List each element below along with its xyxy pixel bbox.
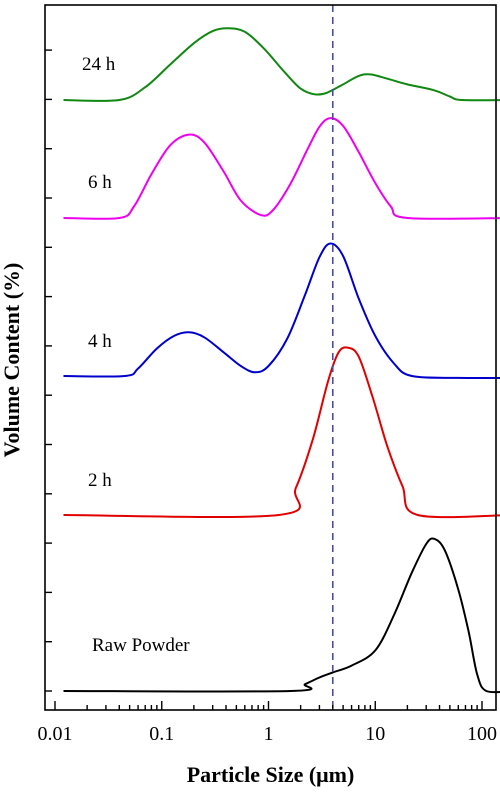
series-label-raw-powder: Raw Powder: [92, 635, 190, 656]
x-tick-label: 10: [365, 723, 385, 745]
series-line-6-h: [63, 117, 500, 220]
series-label-2-h: 2 h: [88, 470, 112, 491]
x-ticks: 0.01 0.1 1 10 100: [38, 701, 497, 745]
x-axis-title: Particle Size (μm): [187, 762, 355, 787]
x-tick-label: 0.01: [38, 723, 73, 745]
series-label-24-h: 24 h: [82, 54, 116, 75]
series-curves: [63, 27, 500, 694]
x-tick-label: 0.1: [149, 723, 174, 745]
plot-frame: [44, 4, 497, 711]
series-line-raw-powder: [63, 537, 500, 694]
series-line-24-h: [63, 27, 500, 102]
series-line-2-h: [63, 346, 500, 519]
x-tick-label: 100: [467, 723, 497, 745]
x-tick-label: 1: [264, 723, 274, 745]
series-label-4-h: 4 h: [88, 331, 112, 352]
series-line-4-h: [63, 242, 500, 380]
y-tick-marks: [45, 49, 52, 692]
series-label-6-h: 6 h: [88, 172, 112, 193]
series-labels: Raw Powder 2 h 4 h 6 h 24 h: [82, 54, 190, 656]
y-axis-title: Volume Content (%): [0, 263, 24, 458]
